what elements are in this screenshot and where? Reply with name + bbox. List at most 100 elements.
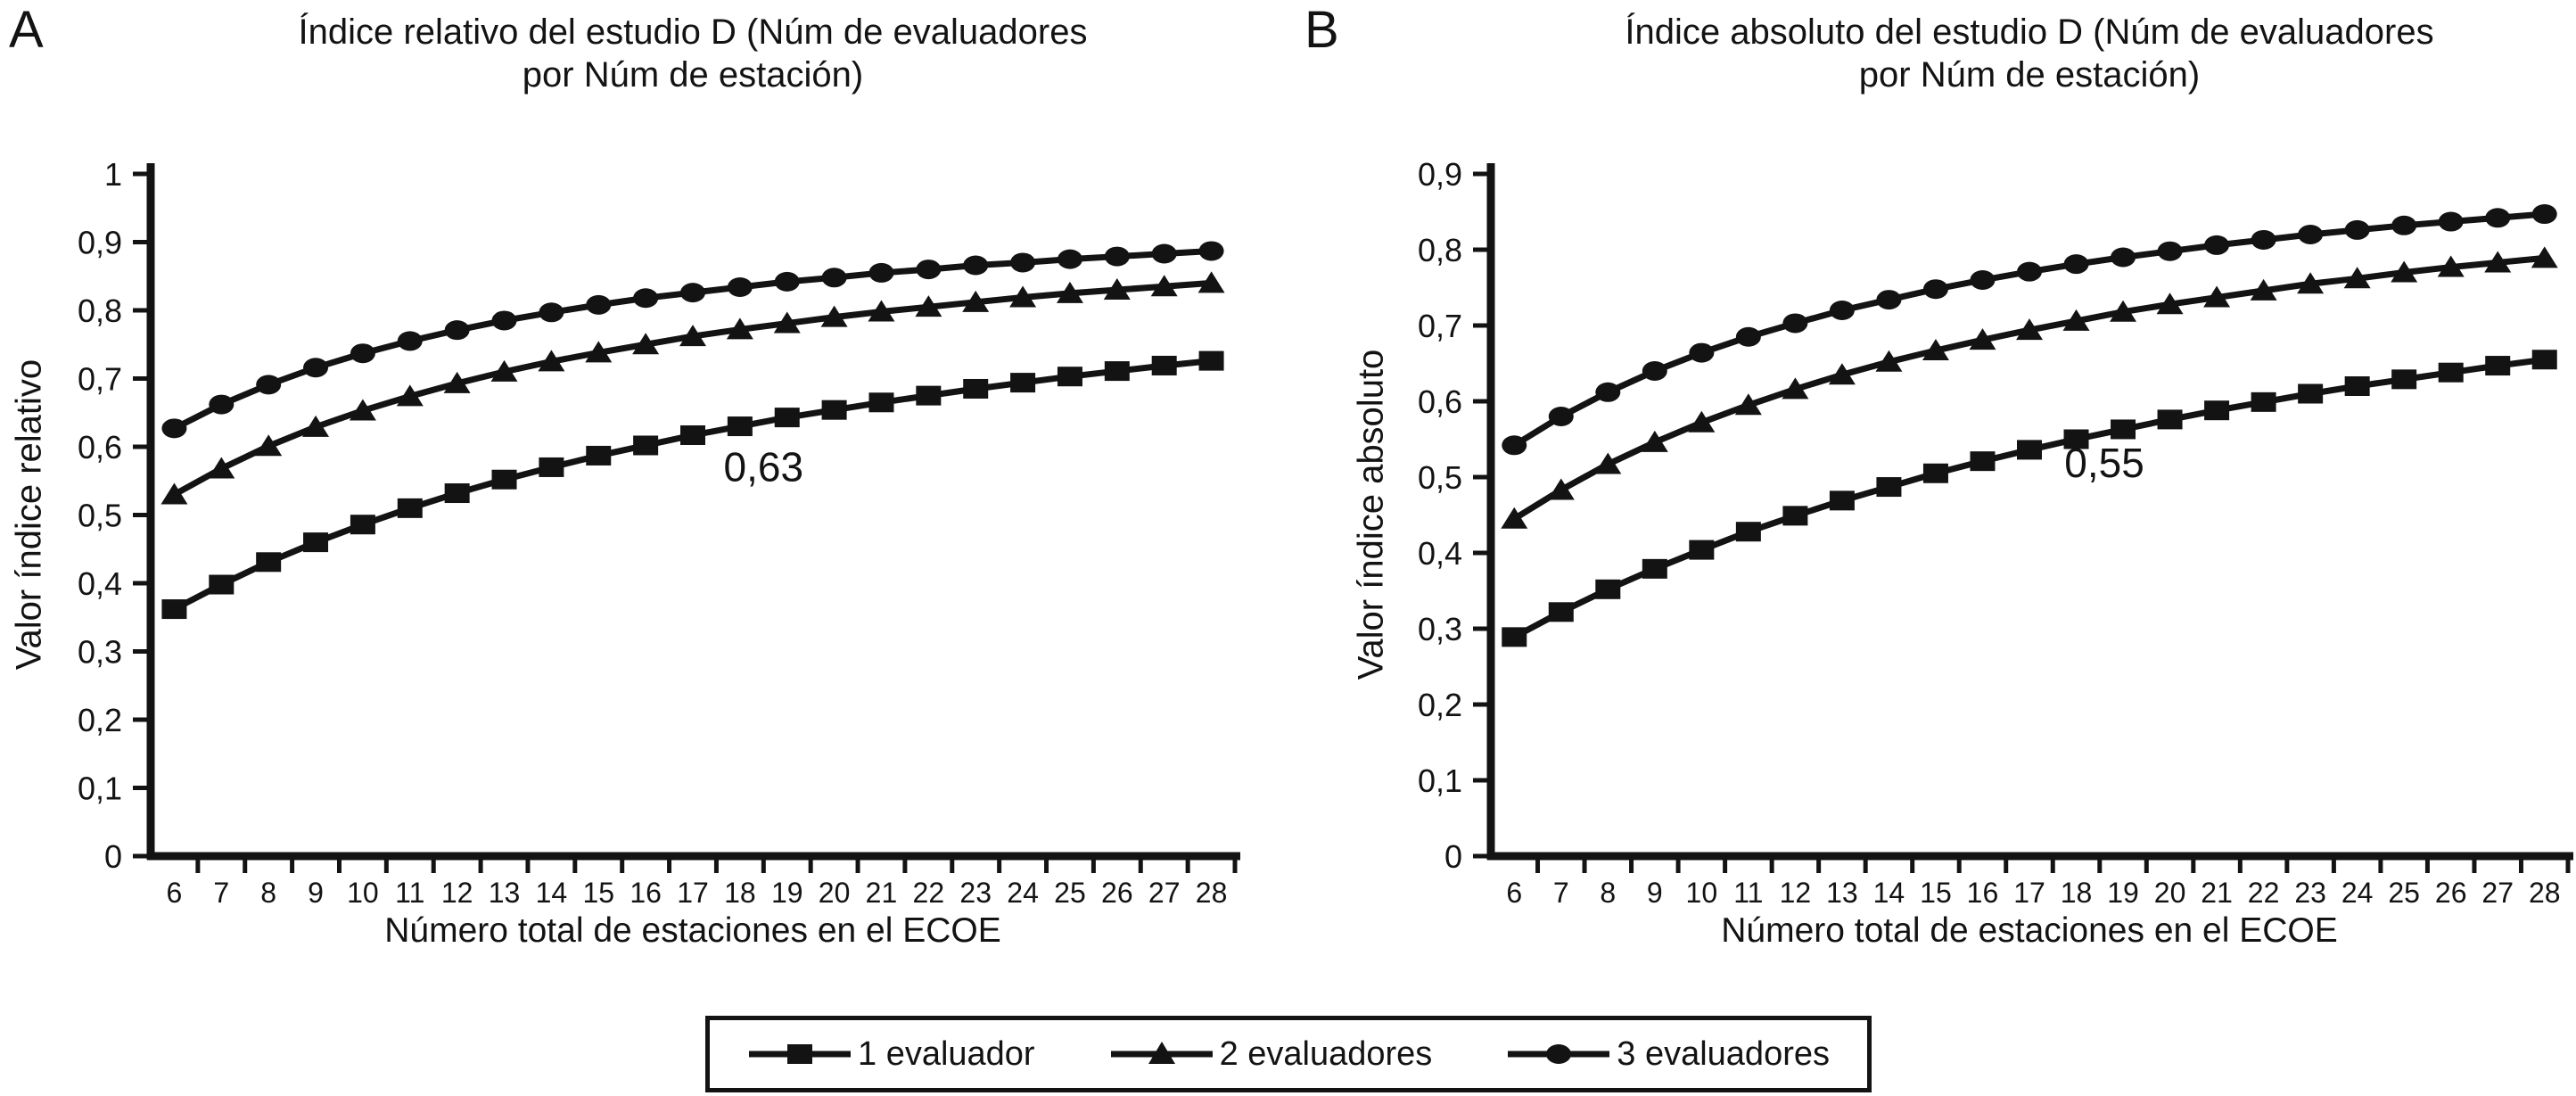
svg-text:0,4: 0,4	[78, 565, 122, 602]
svg-text:0,1: 0,1	[78, 770, 122, 807]
circle-marker	[2391, 215, 2417, 235]
panel-a-x-axis-title: Número total de estaciones en el ECOE	[384, 911, 1001, 950]
y-axis-ticks: 0 0,1 0,2 0,3 0,4 0,5 0,6 0,7 0,8 0,9	[1418, 156, 1488, 875]
svg-text:16: 16	[630, 877, 662, 909]
legend-label-3-evaluadores: 3 evaluadores	[1617, 1034, 1830, 1073]
triangle-marker	[2250, 278, 2277, 301]
square-marker	[539, 457, 564, 477]
circle-marker	[774, 271, 800, 292]
triangle-marker	[1150, 275, 1178, 297]
svg-text:0,9: 0,9	[1418, 156, 1462, 193]
circle-marker	[209, 394, 235, 415]
square-marker	[586, 445, 612, 466]
annotation-value: 0,55	[2064, 440, 2144, 486]
square-marker	[1642, 558, 1667, 579]
circle-marker	[1735, 326, 1761, 347]
triangle-marker	[2297, 272, 2325, 294]
panel-a-letter: A	[9, 1, 44, 59]
triangle-marker	[1641, 430, 1668, 452]
square-marker	[1010, 373, 1036, 393]
circle-marker	[397, 331, 423, 351]
circle-marker	[1829, 301, 1855, 320]
svg-text:25: 25	[1054, 877, 1086, 909]
panel-b-plot: 0 0,1 0,2 0,3 0,4 0,5 0,6 0,7 0,8 0,9 6 7 8 9 10 11 12 13…	[1418, 156, 2573, 909]
triangle-marker	[1969, 328, 1996, 350]
svg-text:0,7: 0,7	[78, 361, 122, 398]
triangle-marker	[2437, 255, 2465, 277]
svg-text:1: 1	[104, 156, 122, 193]
circle-marker	[680, 283, 705, 303]
svg-text:18: 18	[2061, 877, 2093, 909]
triangle-marker	[1501, 507, 1528, 529]
square-marker	[2298, 383, 2324, 404]
square-marker	[444, 483, 470, 504]
svg-text:22: 22	[2248, 877, 2280, 909]
legend-item-3-evaluadores: 3 evaluadores	[1506, 1035, 1830, 1074]
panel-a-title: Índice relativo del estudio D (Núm de ev…	[158, 11, 1228, 96]
panel-b-letter: B	[1304, 1, 1339, 59]
panel-b-title-line1: Índice absoluto del estudio D (Núm de ev…	[1625, 12, 2434, 52]
circle-marker	[491, 310, 517, 331]
square-marker	[2251, 391, 2276, 412]
svg-text:13: 13	[489, 877, 521, 909]
triangle-marker	[962, 290, 990, 312]
series-circle	[1502, 204, 2557, 456]
svg-text:6: 6	[1506, 877, 1522, 909]
circle-marker	[1970, 270, 1996, 290]
triangle-marker	[490, 359, 518, 382]
svg-text:0,8: 0,8	[1418, 232, 1462, 268]
triangle-marker	[726, 317, 753, 340]
svg-text:20: 20	[2154, 877, 2186, 909]
y-axis-ticks: 0 0,1 0,2 0,3 0,4 0,5 0,6 0,7 0,8 0,9 1	[78, 156, 148, 875]
svg-text:25: 25	[2388, 877, 2420, 909]
square-marker	[2485, 356, 2511, 376]
square-marker	[2531, 350, 2557, 370]
square-marker	[491, 469, 517, 490]
triangle-marker	[396, 384, 424, 407]
circle-marker	[2438, 211, 2464, 232]
square-marker	[916, 385, 942, 406]
svg-text:8: 8	[1600, 877, 1616, 909]
square-marker	[1502, 627, 1527, 647]
svg-text:18: 18	[724, 877, 756, 909]
circle-marker	[1642, 361, 1667, 381]
svg-text:28: 28	[1196, 877, 1228, 909]
svg-text:0: 0	[1444, 838, 1462, 875]
svg-text:23: 23	[2294, 877, 2326, 909]
series-triangle	[1501, 246, 2558, 529]
svg-text:0,2: 0,2	[1418, 687, 1462, 723]
svg-text:27: 27	[2481, 877, 2514, 909]
circle-marker	[444, 320, 470, 341]
svg-text:0,9: 0,9	[78, 225, 122, 261]
square-marker-icon	[749, 1044, 851, 1064]
triangle-marker	[2531, 246, 2558, 268]
svg-text:0,1: 0,1	[1418, 762, 1462, 799]
triangle-marker	[868, 300, 895, 322]
svg-text:15: 15	[582, 877, 614, 909]
square-marker	[2157, 409, 2183, 430]
triangle-marker	[1688, 410, 1716, 433]
svg-text:19: 19	[2107, 877, 2139, 909]
triangle-marker	[585, 341, 613, 363]
circle-marker	[633, 288, 659, 309]
circle-marker	[2485, 208, 2511, 228]
svg-text:11: 11	[1733, 877, 1763, 909]
triangle-marker	[160, 482, 188, 505]
circle-marker	[303, 358, 329, 378]
square-marker	[397, 498, 423, 518]
triangle-marker	[208, 457, 235, 479]
circle-marker	[2344, 219, 2370, 240]
triangle-marker	[1828, 363, 1856, 385]
square-marker	[680, 424, 705, 445]
triangle-marker	[915, 295, 942, 317]
triangle-marker	[1547, 478, 1575, 500]
axes	[1486, 163, 2573, 861]
circle-marker	[1198, 241, 1224, 261]
svg-text:17: 17	[677, 877, 709, 909]
square-marker	[2063, 429, 2089, 449]
svg-text:0,6: 0,6	[78, 429, 122, 466]
panel-b-title-line2: por Núm de estación)	[1858, 55, 2201, 95]
svg-text:28: 28	[2529, 877, 2561, 909]
svg-text:10: 10	[347, 877, 379, 909]
svg-text:0,7: 0,7	[1418, 308, 1462, 344]
